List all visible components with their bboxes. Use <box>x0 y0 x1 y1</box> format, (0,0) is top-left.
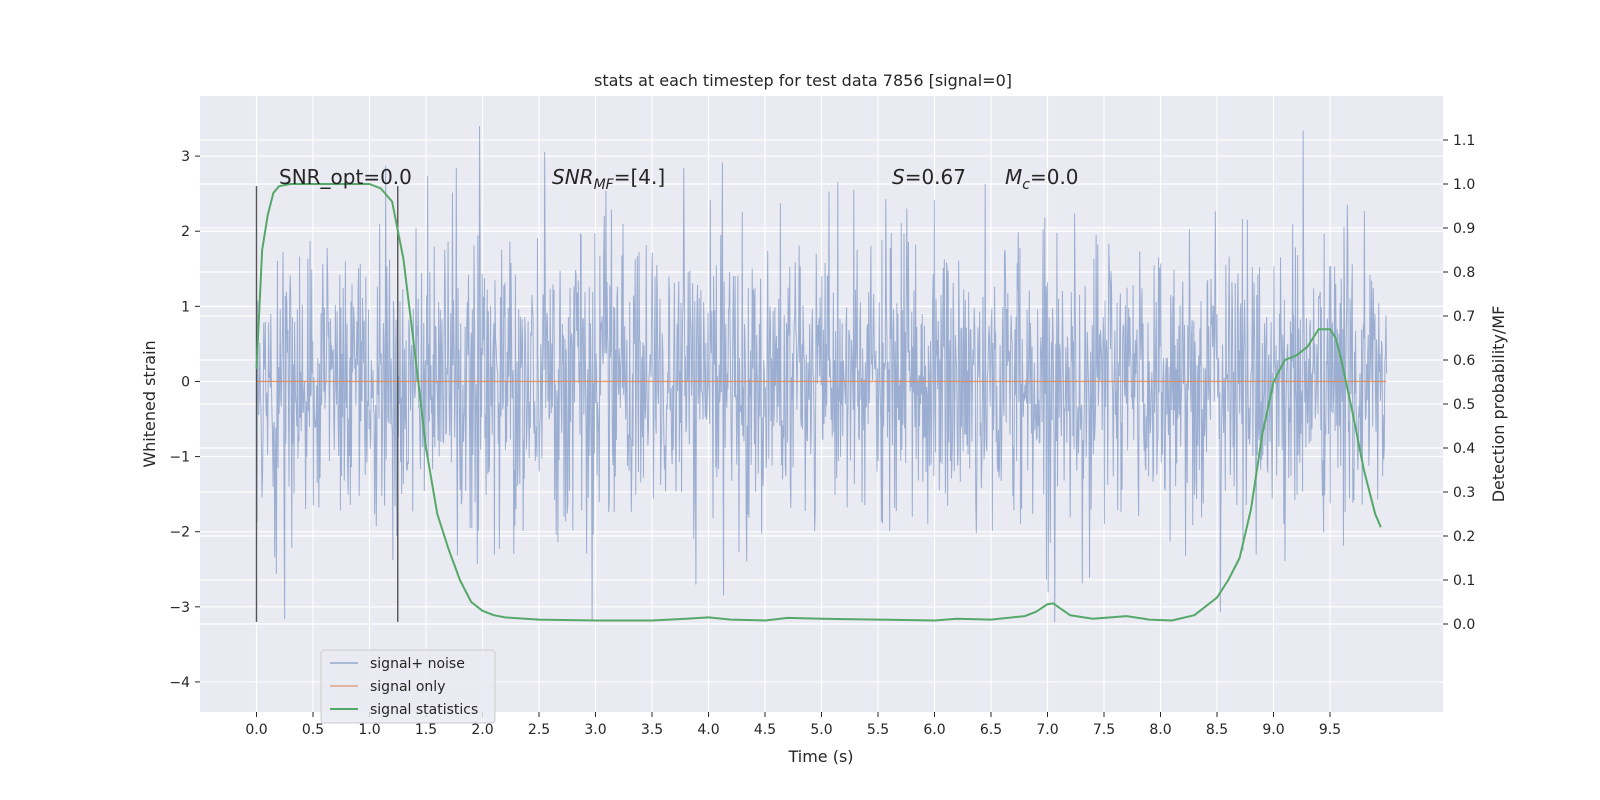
x-tick-label-1: 0.5 <box>302 722 324 738</box>
y2-tick-label-1: 0.1 <box>1453 573 1475 589</box>
x-tick-label-6: 3.0 <box>584 722 606 738</box>
x-tick-label-17: 8.5 <box>1206 722 1228 738</box>
y-tick-label-6: 2 <box>181 224 190 240</box>
vertical-markers <box>255 186 399 622</box>
annotation-snr-mf-main: SNR <box>552 165 594 189</box>
x-tick-labels: 0.0 0.5 1.0 1.5 2.0 2.5 3.0 3.5 4.0 4.5 5.0 5.5 6.0 6… <box>245 712 1341 738</box>
y-tick-label-0: −4 <box>169 675 190 691</box>
series-signal-noise <box>256 126 1387 623</box>
y2-tick-label-4: 0.4 <box>1453 441 1475 457</box>
annotation-snr-mf: SNRMF=[4.] <box>552 165 665 193</box>
x-tick-label-10: 5.0 <box>810 722 832 738</box>
y2-axis-label: Detection probability/MF <box>1489 306 1508 503</box>
y2-tick-label-7: 0.7 <box>1453 309 1475 325</box>
annotation-s-main: S <box>892 165 905 189</box>
y2-tick-label-10: 1.0 <box>1453 177 1475 193</box>
annotation-s-value: =0.67 <box>905 165 966 189</box>
x-tick-label-7: 3.5 <box>641 722 663 738</box>
chart-title: stats at each timestep for test data 785… <box>594 71 1012 90</box>
x-axis-label: Time (s) <box>787 747 853 766</box>
y2-tick-label-3: 0.3 <box>1453 485 1475 501</box>
y-tick-label-3: −1 <box>169 450 190 466</box>
x-tick-label-13: 6.5 <box>980 722 1002 738</box>
annotation-snr-mf-value: =[4.] <box>614 165 665 189</box>
legend: signal+ noise signal only signal statist… <box>320 649 496 724</box>
signal-statistics-line <box>255 183 1382 622</box>
signal-noise-line <box>256 126 1387 623</box>
y2-tick-label-2: 0.2 <box>1453 529 1475 545</box>
legend-box <box>320 649 496 724</box>
y2-tick-label-11: 1.1 <box>1453 133 1475 149</box>
y2-tick-label-0: 0.0 <box>1453 617 1475 633</box>
y-axis-label: Whitened strain <box>140 340 159 467</box>
y-tick-label-7: 3 <box>181 149 190 165</box>
x-tick-label-9: 4.5 <box>754 722 776 738</box>
annotations: SNR_opt=0.0 SNRMF=[4.] S=0.67 Mc=0.0 <box>279 165 1079 193</box>
x-tick-label-3: 1.5 <box>415 722 437 738</box>
legend-label-signal-only: signal only <box>370 679 445 695</box>
y-tick-label-2: −2 <box>169 525 190 541</box>
annotation-snr-opt: SNR_opt=0.0 <box>279 165 412 189</box>
x-tick-label-14: 7.0 <box>1036 722 1058 738</box>
y2-tick-label-5: 0.5 <box>1453 397 1475 413</box>
series-signal-statistics <box>255 183 1382 622</box>
x-tick-label-2: 1.0 <box>358 722 380 738</box>
x-tick-label-5: 2.5 <box>528 722 550 738</box>
y-tick-label-5: 1 <box>181 299 190 315</box>
annotation-mc-value: =0.0 <box>1030 165 1079 189</box>
annotation-mc-sub: c <box>1022 177 1030 193</box>
x-tick-label-16: 8.0 <box>1149 722 1171 738</box>
x-tick-label-18: 9.0 <box>1262 722 1284 738</box>
annotation-s: S=0.67 <box>892 165 966 189</box>
x-tick-label-19: 9.5 <box>1319 722 1341 738</box>
legend-label-signal-statistics: signal statistics <box>370 702 478 718</box>
x-tick-label-4: 2.0 <box>471 722 493 738</box>
x-tick-label-15: 7.5 <box>1093 722 1115 738</box>
y2-tick-labels: 0.0 0.1 0.2 0.3 0.4 0.5 0.6 0.7 0.8 0.9 1.0 1.1 <box>1443 133 1475 633</box>
legend-label-signal-noise: signal+ noise <box>370 656 465 672</box>
y2-tick-label-8: 0.8 <box>1453 265 1475 281</box>
y2-tick-label-9: 0.9 <box>1453 221 1475 237</box>
y2-tick-label-6: 0.6 <box>1453 353 1475 369</box>
x-tick-label-12: 6.0 <box>923 722 945 738</box>
x-tick-label-11: 5.5 <box>867 722 889 738</box>
annotation-mc: Mc=0.0 <box>1005 165 1079 193</box>
x-tick-label-0: 0.0 <box>245 722 267 738</box>
y-tick-labels: −4 −3 −2 −1 0 1 2 3 <box>169 149 200 691</box>
annotation-snr-mf-sub: MF <box>594 177 615 193</box>
y-tick-label-1: −3 <box>169 600 190 616</box>
y-tick-label-4: 0 <box>181 374 190 390</box>
annotation-mc-main: M <box>1005 165 1022 189</box>
x-tick-label-8: 4.0 <box>697 722 719 738</box>
